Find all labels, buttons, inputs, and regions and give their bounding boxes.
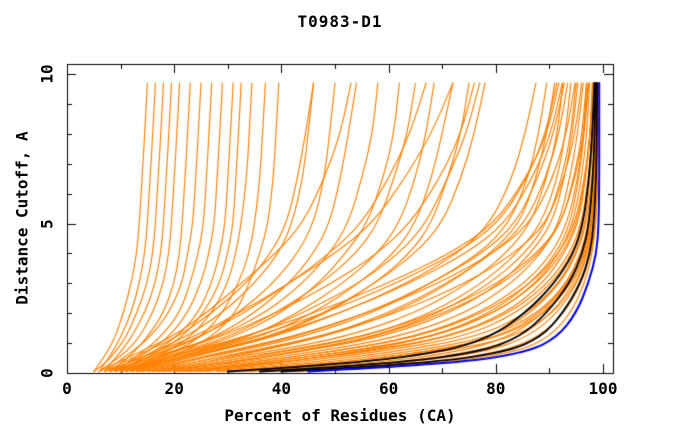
x-tick-label: 80 xyxy=(486,379,506,398)
y-tick-label: 5 xyxy=(37,218,57,229)
chart-title: T0983-D1 xyxy=(297,12,383,31)
y-tick-label: 10 xyxy=(37,64,57,84)
x-axis-label: Percent of Residues (CA) xyxy=(224,406,456,425)
x-tick-label: 20 xyxy=(164,379,184,398)
y-axis-label: Distance Cutoff, A xyxy=(12,131,32,305)
x-tick-label: 100 xyxy=(588,379,618,398)
x-tick-label: 40 xyxy=(271,379,292,398)
y-tick-label: 0 xyxy=(37,368,57,378)
x-tick-label: 0 xyxy=(62,379,72,398)
x-tick-label: 60 xyxy=(378,379,399,398)
